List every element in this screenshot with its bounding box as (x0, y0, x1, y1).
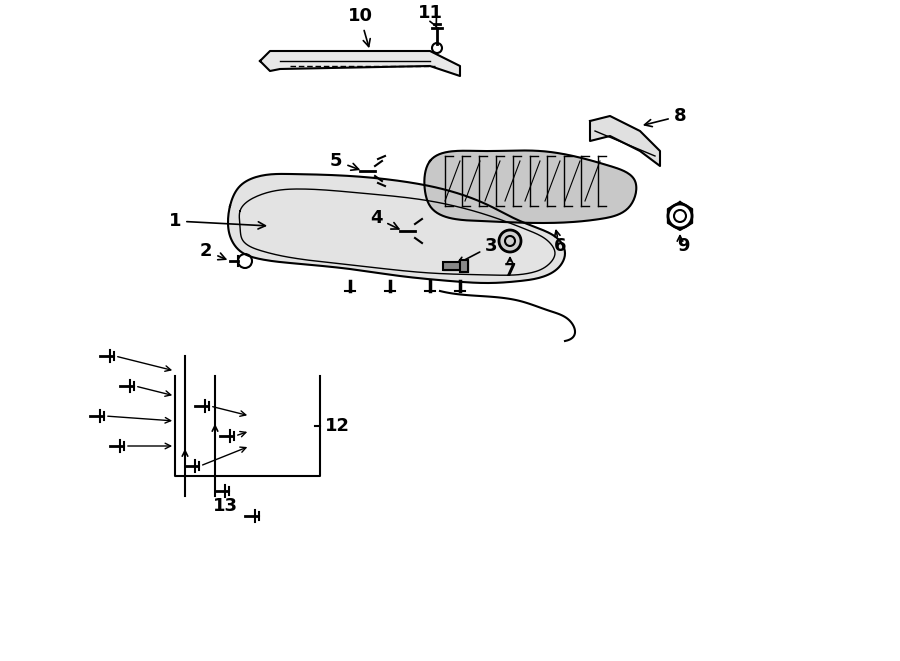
Bar (443, 262, 461, 270)
Circle shape (499, 230, 521, 252)
Polygon shape (228, 174, 565, 283)
Text: 8: 8 (644, 107, 687, 127)
Bar (460, 260, 468, 272)
Bar (460, 260, 468, 272)
Text: 5: 5 (330, 152, 359, 171)
Text: 7: 7 (504, 262, 517, 280)
Text: 12: 12 (325, 417, 350, 435)
Bar (443, 262, 461, 270)
Text: 11: 11 (418, 4, 443, 27)
Polygon shape (425, 151, 636, 223)
Text: 4: 4 (370, 209, 399, 229)
Text: 10: 10 (347, 7, 373, 46)
Polygon shape (260, 51, 460, 76)
Polygon shape (590, 116, 660, 166)
Text: 1: 1 (169, 212, 266, 230)
Text: 3: 3 (457, 237, 498, 264)
Text: 2: 2 (200, 242, 226, 260)
Text: 13: 13 (212, 497, 238, 515)
Text: 6: 6 (554, 237, 566, 255)
Text: 9: 9 (677, 237, 689, 255)
